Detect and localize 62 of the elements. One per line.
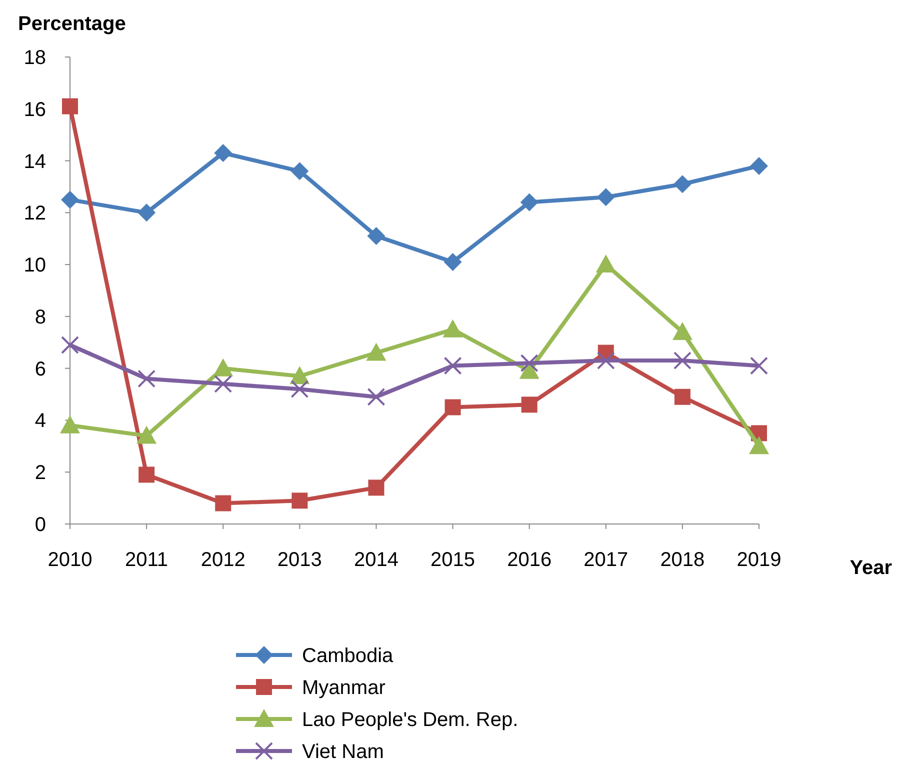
point xyxy=(62,98,78,114)
point xyxy=(367,227,386,246)
point xyxy=(367,388,386,406)
point xyxy=(596,188,615,206)
x-tick-label: 2015 xyxy=(430,549,476,571)
point xyxy=(444,252,462,271)
point xyxy=(61,190,79,209)
point xyxy=(674,388,690,405)
y-tick-label: 14 xyxy=(24,150,46,173)
y-tick-label: 18 xyxy=(24,47,46,69)
point xyxy=(673,352,692,370)
y-tick-label: 4 xyxy=(34,410,46,432)
point xyxy=(521,396,538,413)
y-tick-label: 8 xyxy=(34,306,46,328)
x-tick-label: 2012 xyxy=(200,549,246,571)
point xyxy=(214,144,232,162)
point xyxy=(366,342,386,361)
point xyxy=(442,319,463,338)
x-axis-title: Year xyxy=(850,557,892,579)
x-tick-label: 2010 xyxy=(48,549,92,571)
point xyxy=(136,426,157,444)
point xyxy=(138,370,156,388)
x-tick-label: 2014 xyxy=(354,549,398,571)
point xyxy=(520,354,538,372)
point xyxy=(749,436,769,454)
x-tick-label: 2018 xyxy=(660,549,705,571)
point xyxy=(138,204,156,222)
x-tick-label: 2013 xyxy=(277,549,322,571)
x-tick-label: 2011 xyxy=(125,549,168,571)
point xyxy=(214,374,232,393)
legend-label: Myanmar xyxy=(302,677,386,699)
legend-label: Viet Nam xyxy=(302,741,384,763)
point xyxy=(213,358,234,376)
point xyxy=(290,162,309,180)
x-tick-label: 2017 xyxy=(584,549,628,571)
point xyxy=(368,480,384,496)
point xyxy=(596,352,615,370)
point xyxy=(444,356,462,375)
point xyxy=(596,254,616,273)
point xyxy=(750,356,768,375)
x-tick-label: 2019 xyxy=(736,549,782,571)
y-tick-label: 12 xyxy=(24,202,46,225)
y-tick-label: 2 xyxy=(34,462,46,484)
point xyxy=(60,415,80,434)
point xyxy=(290,380,309,398)
point xyxy=(292,492,308,509)
y-axis-title: Percentage xyxy=(18,13,126,35)
legend-label: Lao People's Dem. Rep. xyxy=(302,709,518,731)
legend-label: Cambodia xyxy=(302,645,394,667)
point xyxy=(673,175,692,194)
point xyxy=(520,193,538,212)
y-tick-label: 16 xyxy=(24,98,46,121)
point xyxy=(444,399,461,416)
x-tick-label: 2016 xyxy=(507,549,552,571)
y-tick-label: 6 xyxy=(34,358,46,380)
point xyxy=(138,466,155,483)
point xyxy=(215,495,232,512)
y-tick-label: 10 xyxy=(24,254,46,277)
point xyxy=(61,336,79,354)
point xyxy=(750,156,768,175)
y-tick-label: 0 xyxy=(34,514,46,536)
point xyxy=(672,322,692,340)
